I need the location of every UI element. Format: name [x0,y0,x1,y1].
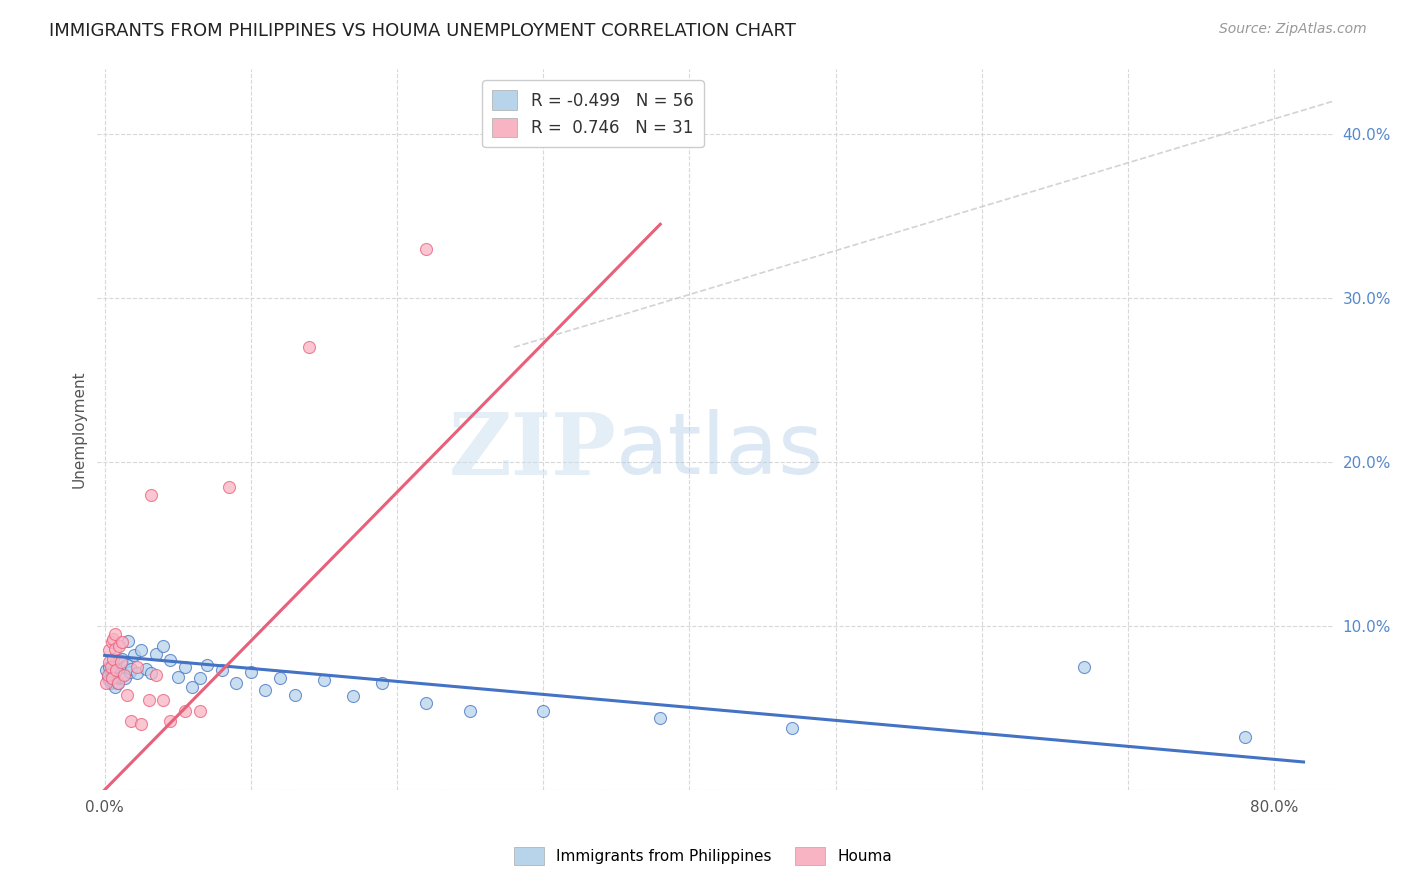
Point [174,660,197,674]
Point [104,627,127,641]
Point [115,658,138,673]
Point [152,639,174,653]
Point [105,655,128,669]
Point [101,668,124,682]
Point [114,671,136,685]
Point [110,670,132,684]
Point [110,663,132,677]
Point [101,671,124,685]
Point [108,671,131,685]
Point [1234,731,1257,745]
Point [98,660,121,674]
Point [159,714,181,728]
Point [103,651,125,665]
Point [97,670,120,684]
Point [129,643,152,657]
Point [1073,660,1095,674]
Point [105,666,128,681]
Point [98,643,121,657]
Point [120,714,142,728]
Point [100,676,122,690]
Point [152,692,174,706]
Point [112,660,135,674]
Point [371,676,394,690]
Point [110,655,132,669]
Point [120,661,142,675]
Point [103,661,125,675]
Point [145,647,167,661]
Point [108,653,131,667]
Point [115,688,138,702]
Point [181,680,204,694]
Point [112,668,135,682]
Point [415,242,437,256]
Point [195,658,218,673]
Point [125,660,148,674]
Legend: Immigrants from Philippines, Houma: Immigrants from Philippines, Houma [508,841,898,871]
Text: IMMIGRANTS FROM PHILIPPINES VS HOUMA UNEMPLOYMENT CORRELATION CHART: IMMIGRANTS FROM PHILIPPINES VS HOUMA UNE… [49,22,796,40]
Point [211,663,233,677]
Text: atlas: atlas [616,409,824,492]
Point [254,682,277,697]
Point [100,665,122,679]
Point [111,651,134,665]
Point [225,676,247,690]
Point [174,704,197,718]
Point [342,690,364,704]
Point [138,692,160,706]
Point [107,665,129,679]
Text: Source: ZipAtlas.com: Source: ZipAtlas.com [1219,22,1367,37]
Text: ZIP: ZIP [449,409,616,492]
Point [239,665,262,679]
Point [103,632,125,646]
Point [105,663,128,677]
Point [104,641,127,656]
Point [141,488,163,502]
Point [117,633,139,648]
Point [188,704,211,718]
Point [94,676,117,690]
Point [145,668,167,682]
Point [122,648,145,663]
Point [107,676,129,690]
Point [118,665,141,679]
Point [269,671,291,685]
Point [298,340,321,354]
Point [108,639,131,653]
Point [107,676,129,690]
Point [97,668,120,682]
Point [98,655,121,669]
Point [101,671,124,685]
Point [218,479,240,493]
Point [188,671,211,685]
Point [104,657,127,671]
Point [650,711,672,725]
Point [125,666,148,681]
Point [458,704,481,718]
Point [129,717,152,731]
Point [141,666,163,681]
Point [780,721,803,735]
Point [104,680,127,694]
Point [111,635,134,649]
Y-axis label: Unemployment: Unemployment [72,370,86,488]
Legend: R = -0.499   N = 56, R =  0.746   N = 31: R = -0.499 N = 56, R = 0.746 N = 31 [482,80,703,147]
Point [531,704,554,718]
Point [135,661,157,675]
Point [103,674,125,689]
Point [159,653,181,667]
Point [98,673,121,687]
Point [284,688,307,702]
Point [94,663,117,677]
Point [100,660,122,674]
Point [415,696,437,710]
Point [101,635,124,649]
Point [166,670,188,684]
Point [312,673,335,687]
